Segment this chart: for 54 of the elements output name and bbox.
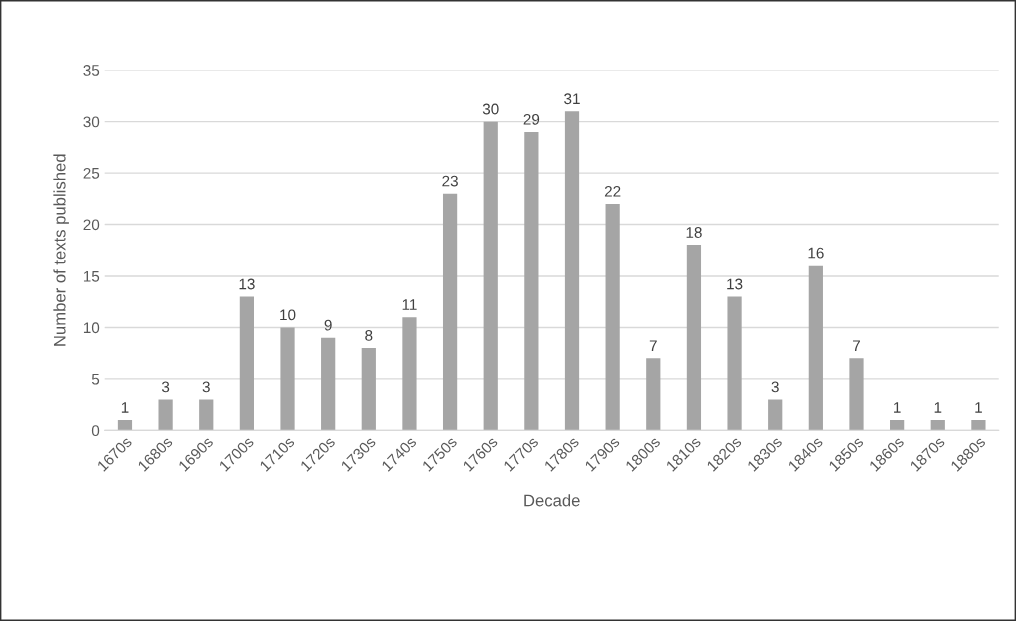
bar <box>280 327 295 431</box>
data-label: 18 <box>686 227 702 238</box>
x-axis-title: Decade <box>524 494 580 507</box>
bar <box>239 296 254 431</box>
y-tick-label: 10 <box>83 322 100 334</box>
bar <box>768 399 783 431</box>
data-label: 7 <box>649 340 657 351</box>
data-label: 22 <box>604 185 621 197</box>
data-label: 11 <box>402 299 417 310</box>
data-label: 1 <box>934 402 942 413</box>
bar <box>361 348 376 431</box>
bar <box>849 358 864 431</box>
data-label: 3 <box>202 381 210 393</box>
bar <box>402 317 417 431</box>
bar <box>117 420 133 431</box>
y-tick-label: 20 <box>83 219 100 231</box>
data-label: 31 <box>564 93 580 105</box>
bar <box>442 193 458 431</box>
bar <box>686 245 702 431</box>
bar <box>321 337 336 431</box>
y-tick-label: 15 <box>83 271 100 282</box>
data-label: 29 <box>523 113 540 125</box>
data-label: 10 <box>280 309 296 321</box>
bar <box>158 399 173 431</box>
y-tick-label: 30 <box>83 116 100 128</box>
data-label: 1 <box>121 402 129 413</box>
bar <box>605 203 620 431</box>
bar <box>483 121 498 431</box>
bar <box>727 296 742 431</box>
bar <box>930 420 945 431</box>
data-label: 23 <box>442 175 458 187</box>
data-label: 3 <box>161 381 170 393</box>
data-label: 3 <box>771 381 779 393</box>
data-label: 13 <box>239 278 255 290</box>
data-label: 8 <box>365 330 373 341</box>
data-label: 7 <box>853 340 860 351</box>
bar <box>971 420 986 431</box>
y-tick-label: 35 <box>83 65 100 76</box>
data-label: 16 <box>808 247 824 259</box>
y-tick-label: 5 <box>91 373 100 385</box>
bar <box>524 131 539 431</box>
y-tick-label: 25 <box>83 167 100 179</box>
bar <box>199 399 214 431</box>
bar <box>646 358 661 431</box>
data-label: 30 <box>482 103 499 115</box>
bar <box>564 111 580 431</box>
y-axis-title: Number of texts published <box>53 154 69 346</box>
bar <box>808 265 823 431</box>
data-label: 9 <box>324 319 332 331</box>
data-label: 1 <box>894 402 901 413</box>
bar <box>890 420 905 431</box>
data-label: 13 <box>727 278 743 290</box>
data-label: 1 <box>975 402 982 413</box>
y-tick-label: 0 <box>91 425 100 437</box>
